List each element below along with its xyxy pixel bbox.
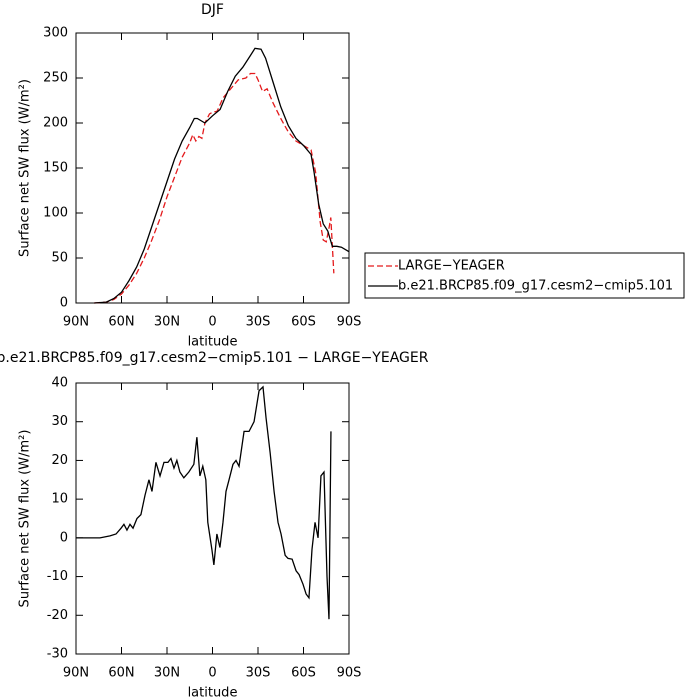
series-line: [94, 72, 335, 304]
y-tick-label: 30: [51, 414, 68, 429]
x-tick-label: 0: [208, 666, 216, 681]
x-tick-label: 90S: [337, 666, 362, 681]
y-tick-label: -10: [47, 569, 68, 584]
plot-frame: [75, 382, 350, 655]
y-tick-label: 0: [60, 530, 68, 545]
y-tick-label: 10: [51, 492, 68, 507]
legend-label: LARGE−YEAGER: [398, 259, 505, 274]
x-tick-label: 0: [208, 315, 216, 330]
y-tick-label: 200: [43, 116, 68, 131]
x-tick-label: 60N: [108, 666, 134, 681]
x-axis-label: latitude: [188, 686, 238, 700]
x-tick-label: 30S: [246, 315, 271, 330]
x-tick-label: 90N: [63, 666, 89, 681]
y-tick-label: 150: [43, 161, 68, 176]
legend-box: [364, 252, 685, 299]
series-line: [94, 47, 350, 304]
y-tick-label: 20: [51, 453, 68, 468]
x-tick-label: 60S: [291, 666, 316, 681]
y-tick-label: 0: [60, 296, 68, 311]
y-tick-label: -30: [47, 647, 68, 662]
x-tick-label: 30N: [154, 666, 180, 681]
x-tick-label: 90S: [337, 315, 362, 330]
x-axis-label: latitude: [188, 335, 238, 350]
x-tick-label: 60S: [291, 315, 316, 330]
y-tick-label: 300: [43, 26, 68, 41]
y-tick-label: 40: [51, 376, 68, 391]
y-tick-label: 250: [43, 71, 68, 86]
y-tick-label: -20: [47, 608, 68, 623]
plot-frame: [75, 32, 350, 304]
x-tick-label: 30N: [154, 315, 180, 330]
y-axis-label: Surface net SW flux (W/m²): [18, 79, 33, 257]
x-tick-label: 90N: [63, 315, 89, 330]
legend-label: b.e21.BRCP85.f09_g17.cesm2−cmip5.101: [398, 279, 673, 294]
chart-title: DJF: [201, 2, 224, 18]
series-line: [76, 385, 332, 620]
x-tick-label: 30S: [246, 666, 271, 681]
y-tick-label: 50: [51, 251, 68, 266]
y-axis-label: Surface net SW flux (W/m²): [18, 430, 33, 608]
y-tick-label: 100: [43, 206, 68, 221]
x-tick-label: 60N: [108, 315, 134, 330]
chart-title: b.e21.BRCP85.f09_g17.cesm2−cmip5.101 − L…: [0, 350, 429, 366]
